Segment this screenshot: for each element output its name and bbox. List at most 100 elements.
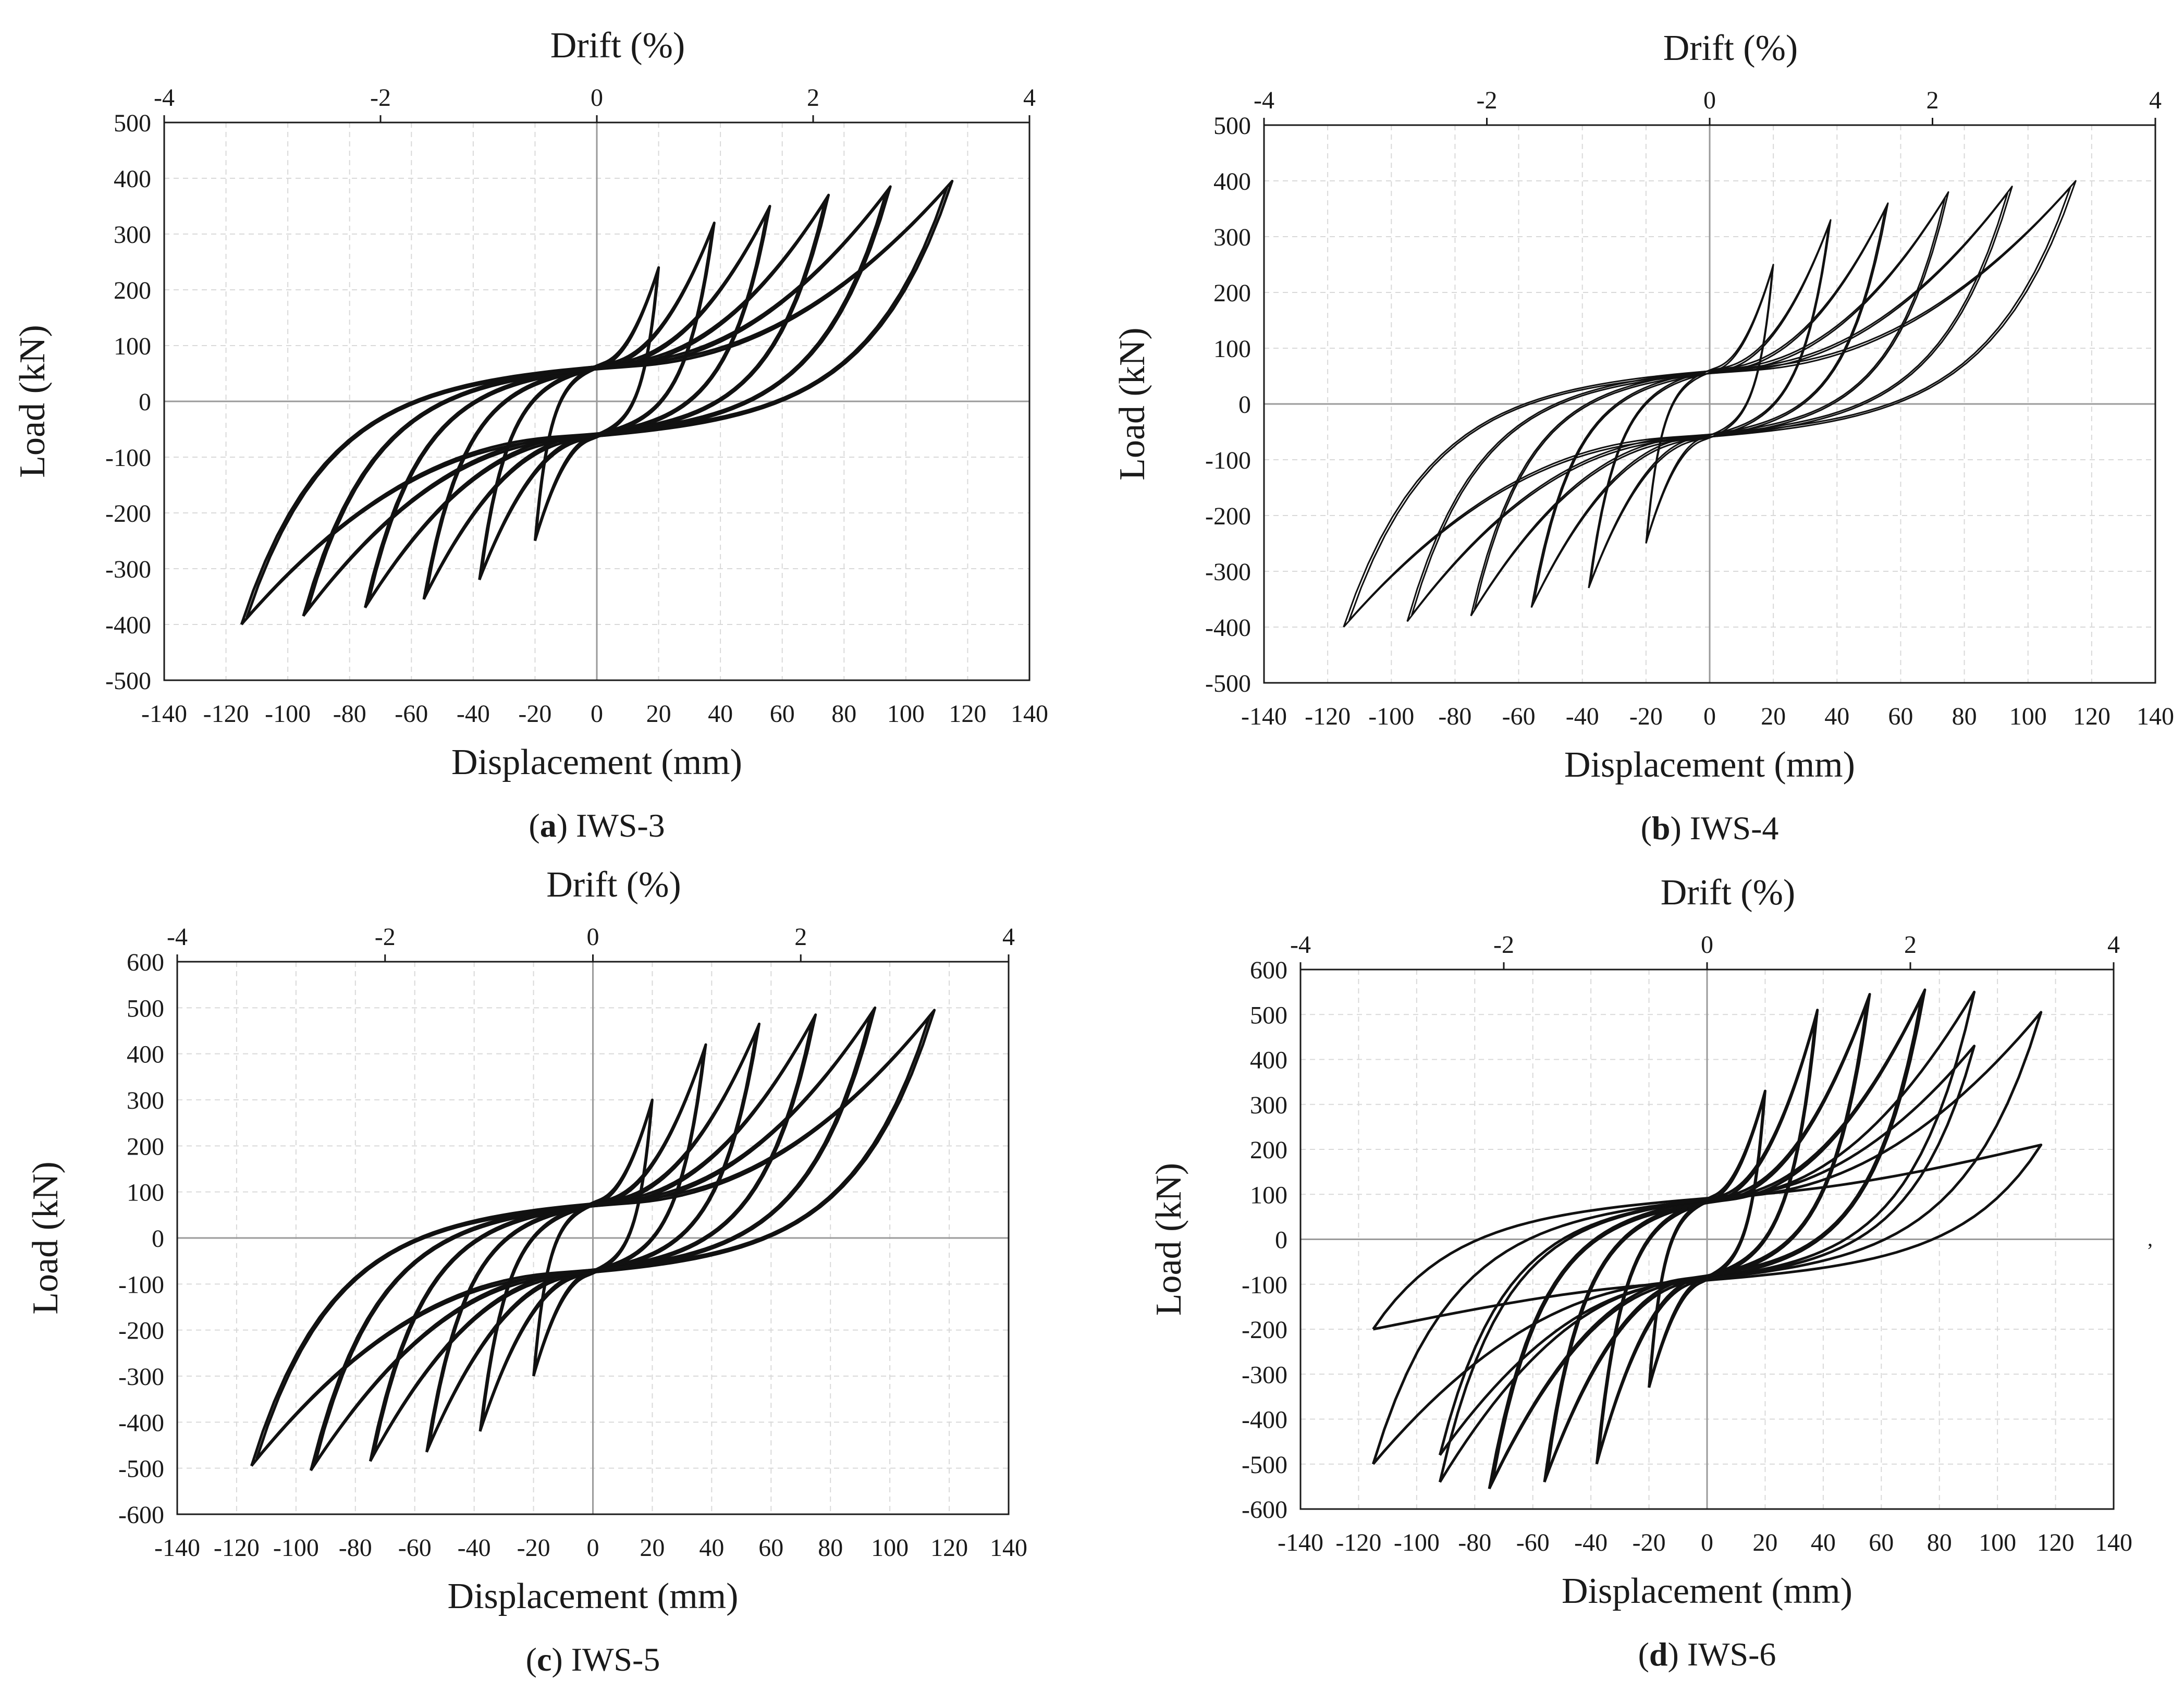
x-tick-label: -140 [1241, 703, 1287, 730]
top-tick-label: 2 [794, 923, 807, 951]
caption-letter: d [1649, 1636, 1668, 1673]
hysteresis-loop [425, 211, 769, 594]
y-axis-title: Load (kN) [26, 1161, 66, 1315]
top-tick-label: -2 [1477, 87, 1498, 114]
x-tick-label: -20 [518, 700, 551, 728]
y-tick-label: 500 [127, 995, 164, 1022]
x-tick-labels: -140 -120 -100 -80 -60 -40 -20 0 20 40 60 80 100 120 1… [1278, 1529, 2132, 1556]
hysteresis-loop [1646, 268, 1773, 540]
x-tick-label: -40 [458, 1534, 491, 1562]
x-tick-label: -40 [457, 700, 490, 728]
caption-letter: b [1652, 810, 1671, 847]
x-tick-labels: -140 -120 -100 -80 -60 -40 -20 0 20 40 60 80 100 120 1… [1241, 703, 2174, 730]
x-tick-label: 100 [871, 1534, 909, 1562]
panel-b: -140 -120 -100 -80 -60 -40 -20 0 20 40 60 80 100 120 1… [1112, 28, 2174, 847]
caption-label: IWS-5 [571, 1641, 660, 1678]
top-axis-title: Drift (%) [1663, 28, 1798, 68]
x-tick-label: 0 [591, 700, 603, 728]
top-tick-label: 4 [1023, 84, 1036, 112]
x-tick-label: -80 [1458, 1529, 1491, 1556]
hysteresis-loop [314, 1013, 872, 1465]
hysteresis-loop [1545, 1000, 1869, 1476]
hysteresis-loop [1597, 1015, 1817, 1458]
x-tick-label: -120 [203, 700, 249, 728]
x-tick-label: 20 [640, 1534, 665, 1562]
x-tick-label: -80 [333, 700, 366, 728]
x-tick-label: -20 [1629, 703, 1663, 730]
hysteresis-loop [478, 1043, 707, 1432]
hysteresis-loop [1372, 1143, 2043, 1331]
y-tick-label: 400 [127, 1041, 164, 1069]
y-tick-label: -200 [1205, 502, 1251, 530]
y-tick-label: -300 [1242, 1361, 1287, 1389]
y-tick-label: -500 [1242, 1451, 1287, 1479]
top-tick-label: -4 [167, 923, 188, 951]
y-tick-label: 300 [1213, 224, 1251, 251]
hysteresis-loop [427, 1029, 758, 1446]
caption-label: IWS-4 [1690, 810, 1779, 847]
x-tick-label: 120 [930, 1534, 968, 1562]
top-tick-labels: -4 -2 0 2 4 [1254, 87, 2162, 125]
x-tick-label: 140 [2095, 1529, 2132, 1556]
hysteresis-loop [1474, 198, 1946, 610]
hysteresis-loop [1411, 192, 2008, 616]
y-tick-label: 0 [1275, 1227, 1287, 1254]
top-tick-labels: -4 -2 0 2 4 [1290, 931, 2120, 970]
x-tick-label: -80 [1438, 703, 1471, 730]
x-tick-label: -100 [1394, 1529, 1440, 1556]
hysteresis-loop [533, 266, 660, 542]
y-tick-label: 500 [114, 109, 151, 137]
hysteresis-loop [480, 1049, 706, 1426]
x-tick-label: 60 [770, 700, 795, 728]
zero-lines [177, 962, 1009, 1514]
x-tick-label: 80 [831, 700, 856, 728]
hysteresis-loop [532, 1098, 654, 1377]
top-tick-label: -2 [370, 84, 391, 112]
top-tick-label: 4 [2107, 931, 2120, 959]
panel-c: -140 -120 -100 -80 -60 -40 -20 0 20 40 60 80 100 120 1… [26, 865, 1027, 1678]
panel-d: -140 -120 -100 -80 -60 -40 -20 0 20 40 60 80 100 120 1… [1149, 873, 2132, 1673]
x-tick-label: -80 [339, 1534, 372, 1562]
y-tick-label: -300 [118, 1363, 164, 1391]
x-tick-label: -120 [1305, 703, 1351, 730]
top-tick-label: 4 [2149, 87, 2162, 114]
hysteresis-loop [1533, 208, 1886, 602]
y-axis-title: Load (kN) [13, 325, 53, 478]
hysteresis-loop [309, 1006, 877, 1472]
y-tick-label: 200 [1213, 279, 1251, 307]
x-tick-label: -40 [1574, 1529, 1608, 1556]
top-axis-title: Drift (%) [546, 865, 681, 905]
y-tick-labels: -600 -500 -400 -300 -200 -100 0 100 200 300 400 500… [118, 949, 164, 1529]
caption-label: IWS-3 [576, 807, 665, 844]
x-tick-labels: -140 -120 -100 -80 -60 -40 -20 0 20 40 60 80 100 120 1… [141, 700, 1048, 728]
y-tick-label: -400 [105, 611, 151, 639]
x-tick-label: -100 [273, 1534, 319, 1562]
x-tick-label: 40 [708, 700, 733, 728]
y-tick-label: 300 [1250, 1092, 1287, 1119]
y-axis-title: Load (kN) [1112, 327, 1152, 481]
x-tick-label: 40 [1811, 1529, 1836, 1556]
x-tick-label: -140 [141, 700, 187, 728]
x-tick-labels: -140 -120 -100 -80 -60 -40 -20 0 20 40 60 80 100 120 1… [154, 1534, 1027, 1562]
hysteresis-loop [533, 1102, 653, 1372]
y-tick-labels: -500 -400 -300 -200 -100 0 100 200 300 400 500 [105, 109, 151, 695]
top-axis-title: Drift (%) [1661, 873, 1796, 913]
top-tick-label: 4 [1002, 923, 1015, 951]
zero-lines [164, 122, 1029, 680]
hysteresis-loop [240, 179, 954, 626]
top-tick-label: -2 [1493, 931, 1514, 959]
hysteresis-loop [1530, 202, 1889, 608]
x-tick-label: 40 [1824, 703, 1849, 730]
x-tick-label: -60 [395, 700, 428, 728]
y-tick-label: -500 [105, 667, 151, 695]
x-axis-title: Displacement (mm) [1564, 745, 1855, 785]
y-tick-label: -100 [118, 1271, 164, 1298]
y-tick-label: 500 [1250, 1001, 1287, 1029]
hysteresis-loop [363, 193, 830, 609]
hysteresis-loop [250, 1009, 936, 1467]
x-tick-label: 100 [2009, 703, 2047, 730]
x-tick-label: 80 [1952, 703, 1977, 730]
x-tick-label: 80 [818, 1534, 843, 1562]
y-tick-label: -600 [1242, 1496, 1287, 1524]
caption-label: IWS-6 [1687, 1636, 1776, 1673]
